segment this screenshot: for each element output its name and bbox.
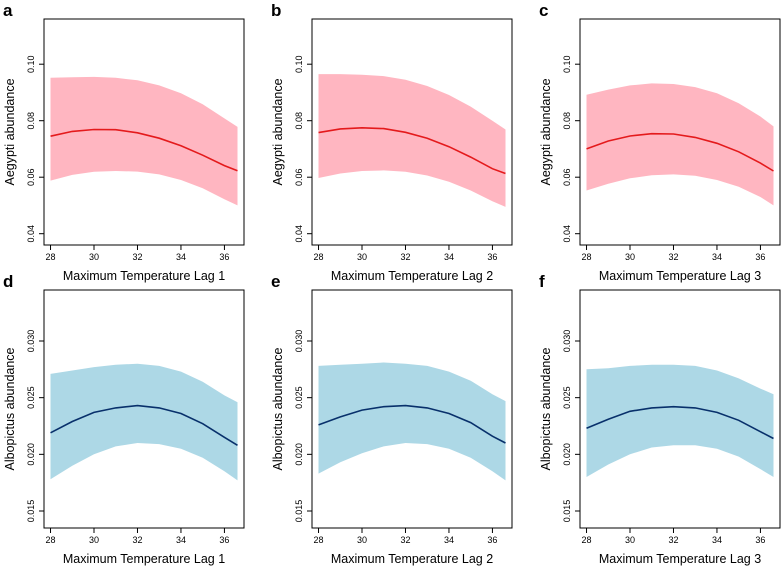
y-axis-title: Aegypti abundance [271, 78, 285, 185]
y-tick-label: 0.020 [562, 443, 572, 466]
confidence-band [50, 363, 238, 481]
y-tick-label: 0.025 [562, 386, 572, 409]
x-tick-label: 32 [132, 252, 142, 262]
confidence-band [318, 74, 506, 207]
fit-line [318, 126, 506, 175]
y-tick-label: 0.030 [562, 330, 572, 353]
y-tick-label: 0.030 [26, 330, 36, 353]
panel-letter: c [539, 1, 548, 20]
y-tick-label: 0.04 [26, 225, 36, 243]
x-tick-label: 30 [625, 252, 635, 262]
x-tick-label: 32 [668, 252, 678, 262]
panel-e: 28 30 32 34 36 0.015 0.020 0.025 0.030 Maximum Te… [271, 272, 513, 566]
x-tick-label: 30 [357, 535, 367, 545]
y-axis-title: Albopictus abundance [539, 347, 553, 470]
plot-frame [579, 18, 781, 246]
y-axis-title: Aegypti abundance [539, 78, 553, 185]
panel-f: 28 30 32 34 36 0.015 0.020 0.025 0.030 Maximum Te… [539, 272, 781, 566]
x-tick-label: 28 [314, 252, 324, 262]
x-axis-title: Maximum Temperature Lag 2 [331, 552, 493, 566]
x-tick-label: 30 [89, 252, 99, 262]
y-tick-label: 0.015 [294, 500, 304, 523]
x-tick-label: 36 [219, 535, 229, 545]
y-axis-title: Aegypti abundance [3, 78, 17, 185]
y-tick-label: 0.06 [26, 168, 36, 186]
y-tick-label: 0.08 [294, 112, 304, 130]
y-tick-label: 0.025 [294, 386, 304, 409]
panel-letter: e [271, 272, 280, 291]
panel-a: 28 30 32 34 36 0.04 0.06 0.08 0.10 Maximum Temper… [3, 1, 245, 283]
confidence-band [586, 364, 774, 477]
y-tick-label: 0.08 [562, 112, 572, 130]
plot-frame [311, 18, 513, 246]
x-tick-label: 28 [46, 535, 56, 545]
fit-line [50, 404, 238, 446]
panel-letter: b [271, 1, 281, 20]
y-tick-label: 0.020 [294, 443, 304, 466]
panel-letter: d [3, 272, 13, 291]
y-tick-label: 0.10 [294, 55, 304, 73]
confidence-band [318, 362, 506, 481]
y-tick-label: 0.025 [26, 386, 36, 409]
x-tick-label: 30 [625, 535, 635, 545]
panel-c: 28 30 32 34 36 0.04 0.06 0.08 0.10 Maximum Temper… [539, 1, 781, 283]
fit-line [318, 404, 506, 444]
fit-line [586, 405, 774, 440]
x-tick-label: 36 [219, 252, 229, 262]
x-tick-label: 36 [487, 535, 497, 545]
panel-d: 28 30 32 34 36 0.015 0.020 0.025 0.030 Maximum Te… [3, 272, 245, 566]
confidence-band [50, 76, 238, 206]
panel-b: 28 30 32 34 36 0.04 0.06 0.08 0.10 Maximum Temper… [271, 1, 513, 283]
x-tick-label: 32 [668, 535, 678, 545]
y-tick-label: 0.10 [26, 55, 36, 73]
x-tick-label: 28 [314, 535, 324, 545]
x-axis-title: Maximum Temperature Lag 2 [331, 269, 493, 283]
y-tick-label: 0.06 [562, 168, 572, 186]
y-tick-label: 0.04 [562, 225, 572, 243]
y-tick-label: 0.08 [26, 112, 36, 130]
y-tick-label: 0.06 [294, 168, 304, 186]
x-tick-label: 34 [712, 252, 722, 262]
x-tick-label: 34 [176, 535, 186, 545]
x-tick-label: 34 [444, 535, 454, 545]
panel-letter: f [539, 272, 545, 291]
x-axis-title: Maximum Temperature Lag 1 [63, 269, 225, 283]
x-tick-label: 28 [46, 252, 56, 262]
plot-frame [579, 289, 781, 529]
x-axis-title: Maximum Temperature Lag 1 [63, 552, 225, 566]
x-tick-label: 32 [400, 535, 410, 545]
y-tick-label: 0.015 [26, 500, 36, 523]
y-axis-title: Albopictus abundance [3, 347, 17, 470]
y-tick-label: 0.04 [294, 225, 304, 243]
plot-frame [311, 289, 513, 529]
x-tick-label: 34 [176, 252, 186, 262]
y-axis-title: Albopictus abundance [271, 347, 285, 470]
plot-frame [43, 289, 245, 529]
x-tick-label: 30 [357, 252, 367, 262]
x-tick-label: 34 [444, 252, 454, 262]
x-tick-label: 36 [487, 252, 497, 262]
y-tick-label: 0.015 [562, 500, 572, 523]
confidence-band [586, 83, 774, 206]
x-tick-label: 36 [755, 252, 765, 262]
x-tick-label: 34 [712, 535, 722, 545]
panel-letter: a [3, 1, 13, 20]
x-tick-label: 36 [755, 535, 765, 545]
x-tick-label: 32 [132, 535, 142, 545]
fit-line [50, 128, 238, 172]
x-tick-label: 30 [89, 535, 99, 545]
x-tick-label: 28 [582, 252, 592, 262]
plot-frame [43, 18, 245, 246]
x-tick-label: 32 [400, 252, 410, 262]
y-tick-label: 0.020 [26, 443, 36, 466]
x-axis-title: Maximum Temperature Lag 3 [599, 269, 761, 283]
x-tick-label: 28 [582, 535, 592, 545]
fit-line [586, 132, 774, 172]
x-axis-title: Maximum Temperature Lag 3 [599, 552, 761, 566]
y-tick-label: 0.030 [294, 330, 304, 353]
y-tick-label: 0.10 [562, 55, 572, 73]
